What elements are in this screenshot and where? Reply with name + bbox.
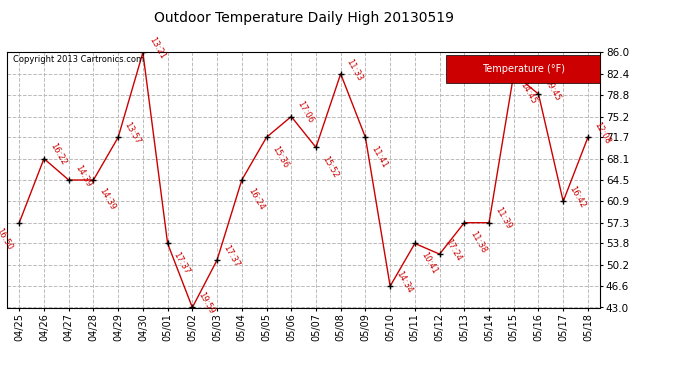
Text: 14:39: 14:39: [73, 163, 92, 188]
Text: 16:42: 16:42: [567, 184, 587, 210]
Text: 17:37: 17:37: [172, 250, 192, 276]
FancyBboxPatch shape: [446, 55, 600, 83]
Text: 09:45: 09:45: [542, 77, 562, 102]
Text: 11:33: 11:33: [345, 57, 364, 82]
Text: 13:21: 13:21: [147, 36, 167, 61]
Text: 11:38: 11:38: [469, 230, 489, 255]
Text: 12:08: 12:08: [592, 120, 612, 146]
Text: 10:41: 10:41: [419, 251, 439, 275]
Text: 16:24: 16:24: [246, 187, 266, 212]
Text: 14:34: 14:34: [394, 269, 414, 295]
Text: Copyright 2013 Cartronics.com: Copyright 2013 Cartronics.com: [13, 55, 144, 64]
Text: 14:45: 14:45: [518, 81, 538, 106]
Text: 13:57: 13:57: [122, 120, 142, 146]
Text: 16:50: 16:50: [0, 227, 14, 252]
Text: 15:52: 15:52: [320, 154, 339, 179]
Text: 17:37: 17:37: [221, 243, 241, 268]
Text: 16:22: 16:22: [48, 142, 68, 167]
Text: 19:59: 19:59: [197, 291, 216, 316]
Text: Outdoor Temperature Daily High 20130519: Outdoor Temperature Daily High 20130519: [154, 11, 453, 25]
Text: 15:36: 15:36: [270, 144, 290, 170]
Text: 17:24: 17:24: [444, 237, 464, 262]
Text: 17:06: 17:06: [295, 100, 315, 125]
Text: 11:39: 11:39: [493, 206, 513, 231]
Text: Temperature (°F): Temperature (°F): [482, 64, 564, 74]
Text: 11:41: 11:41: [370, 144, 389, 169]
Text: 14:39: 14:39: [97, 187, 117, 212]
